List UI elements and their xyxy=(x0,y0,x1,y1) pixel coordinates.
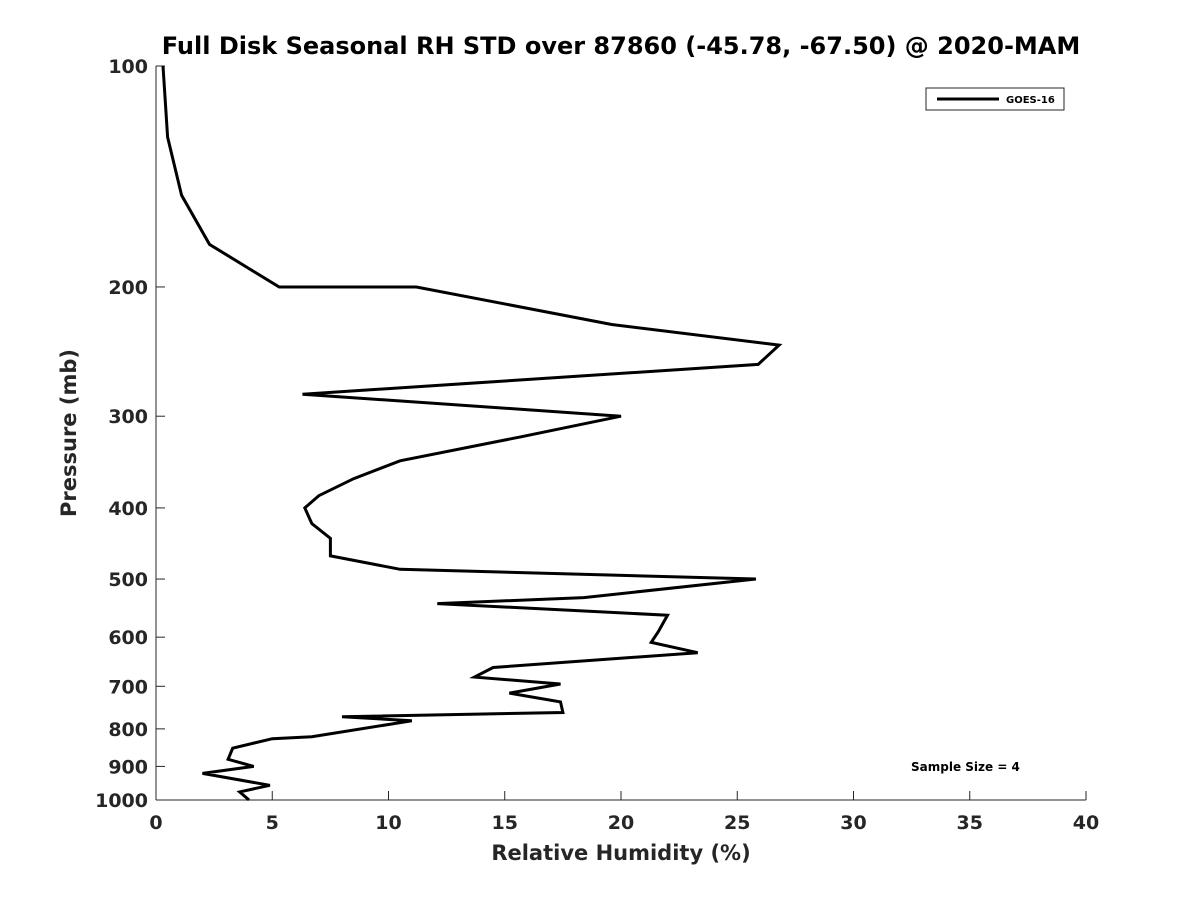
legend: GOES-16 xyxy=(925,87,1065,111)
x-tick-label: 0 xyxy=(149,812,162,834)
chart-title: Full Disk Seasonal RH STD over 87860 (-4… xyxy=(162,32,1081,60)
x-axis-ticks: 0 5 10 15 20 25 30 35 40 xyxy=(149,791,1099,834)
x-tick-label: 10 xyxy=(375,812,401,834)
x-tick-label: 30 xyxy=(840,812,866,834)
y-tick-label: 900 xyxy=(108,756,148,778)
y-tick-label: 700 xyxy=(108,676,148,698)
x-axis-label: Relative Humidity (%) xyxy=(491,841,750,865)
y-tick-label: 600 xyxy=(108,627,148,649)
y-tick-label: 1000 xyxy=(95,790,148,812)
x-tick-label: 35 xyxy=(957,812,983,834)
x-tick-label: 5 xyxy=(266,812,279,834)
x-tick-label: 25 xyxy=(724,812,750,834)
y-tick-label: 200 xyxy=(108,277,148,299)
legend-label: GOES-16 xyxy=(1006,95,1055,106)
x-tick-label: 20 xyxy=(608,812,634,834)
y-tick-label: 400 xyxy=(108,498,148,520)
y-axis-label: Pressure (mb) xyxy=(57,349,81,517)
y-axis-ticks: 100 200 300 400 500 600 700 800 900 1000 xyxy=(95,56,165,812)
x-tick-label: 15 xyxy=(492,812,518,834)
y-tick-label: 500 xyxy=(108,569,148,591)
plot-area: 0 5 10 15 20 25 30 35 40 100 200 300 400 500 600 700 80… xyxy=(95,56,1099,834)
y-tick-label: 300 xyxy=(108,406,148,428)
sample-size-annotation: Sample Size = 4 xyxy=(911,760,1020,774)
x-tick-label: 40 xyxy=(1073,812,1099,834)
goes16-series-line xyxy=(161,65,783,802)
y-tick-label: 800 xyxy=(108,719,148,741)
y-tick-label: 100 xyxy=(108,56,148,78)
